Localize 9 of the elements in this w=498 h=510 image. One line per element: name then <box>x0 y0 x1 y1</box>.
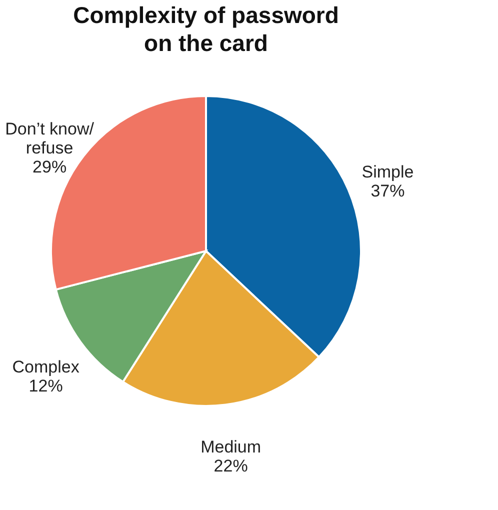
slice-label: Complex <box>12 357 80 376</box>
slice-label: Don’t know/ refuse <box>5 120 94 158</box>
data-label: 37% <box>370 181 405 200</box>
slice-label: Medium <box>200 437 262 456</box>
slice-label: Simple <box>362 162 414 182</box>
data-label: 12% <box>28 376 63 396</box>
data-label: 22% <box>214 456 248 476</box>
data-label: 29% <box>32 158 67 177</box>
chart-title: Complexity of password on the card <box>73 2 339 56</box>
